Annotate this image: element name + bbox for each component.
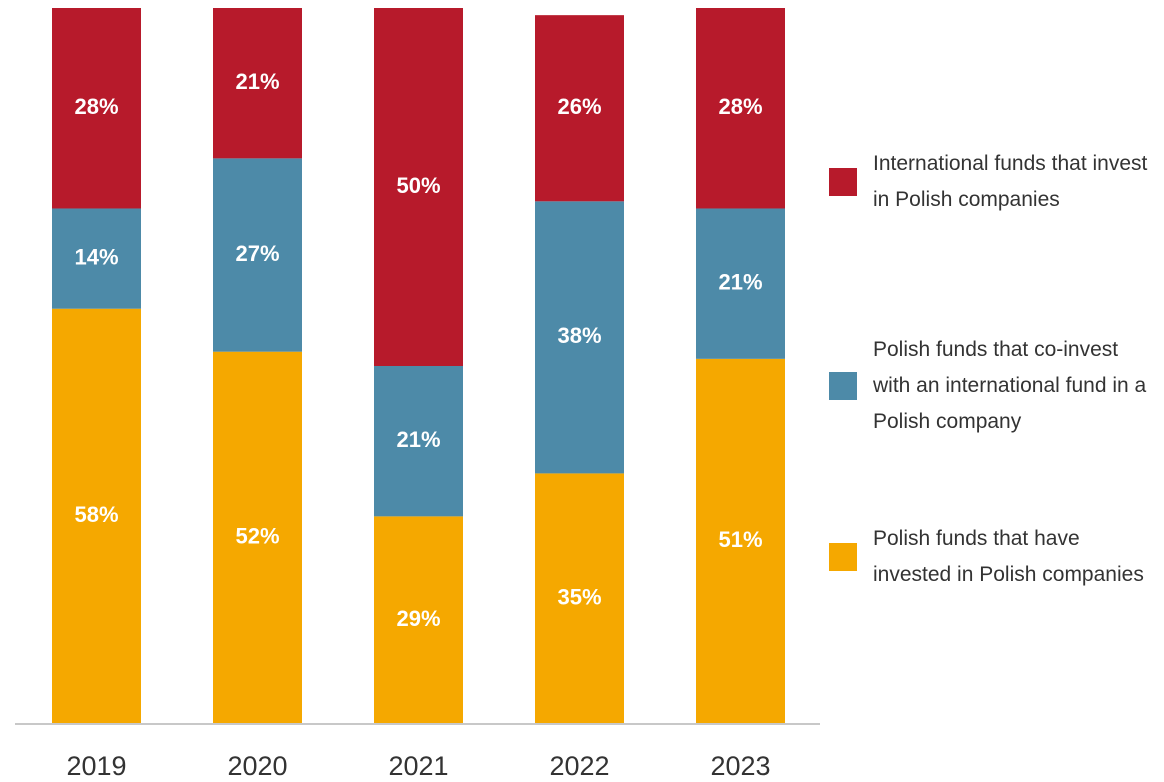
- bar-segment: [213, 8, 302, 159]
- value-label: 29%: [396, 606, 440, 631]
- bar-segment: [52, 208, 141, 309]
- value-label: 58%: [74, 502, 118, 527]
- bar-segment: [374, 366, 463, 517]
- value-label: 50%: [396, 173, 440, 198]
- x-tick-label: 2021: [388, 751, 448, 781]
- bar-segment: [696, 8, 785, 209]
- value-label: 51%: [718, 527, 762, 552]
- value-label: 14%: [74, 244, 118, 269]
- value-label: 28%: [74, 94, 118, 119]
- legend-swatch: [829, 372, 857, 400]
- value-label: 35%: [557, 585, 601, 610]
- value-label: 28%: [718, 94, 762, 119]
- value-label: 27%: [235, 241, 279, 266]
- x-tick-label: 2020: [227, 751, 287, 781]
- bar-segment: [374, 8, 463, 366]
- legend-label: Polish funds that have invested in Polis…: [873, 527, 1144, 586]
- legend-swatch: [829, 543, 857, 571]
- x-tick-label: 2022: [549, 751, 609, 781]
- value-label: 26%: [557, 94, 601, 119]
- legend-swatch: [829, 168, 857, 196]
- x-tick-label: 2023: [710, 751, 770, 781]
- value-label: 21%: [235, 69, 279, 94]
- value-label: 21%: [396, 427, 440, 452]
- value-label: 38%: [557, 323, 601, 348]
- bar-segment: [374, 516, 463, 724]
- bar-segment: [535, 201, 624, 474]
- bar-segment: [213, 158, 302, 352]
- bar-segment: [213, 351, 302, 724]
- bar-segment: [535, 473, 624, 724]
- value-label: 21%: [718, 269, 762, 294]
- legend-label: Polish funds that co-invest with an inte…: [873, 338, 1147, 433]
- bar-segment: [696, 208, 785, 359]
- bar-segment: [535, 15, 624, 202]
- bar-segment: [696, 358, 785, 724]
- value-label: 52%: [235, 524, 279, 549]
- bar-segment: [52, 8, 141, 209]
- bar-segment: [52, 308, 141, 724]
- x-tick-label: 2019: [66, 751, 126, 781]
- legend-label: International funds that invest in Polis…: [873, 152, 1148, 211]
